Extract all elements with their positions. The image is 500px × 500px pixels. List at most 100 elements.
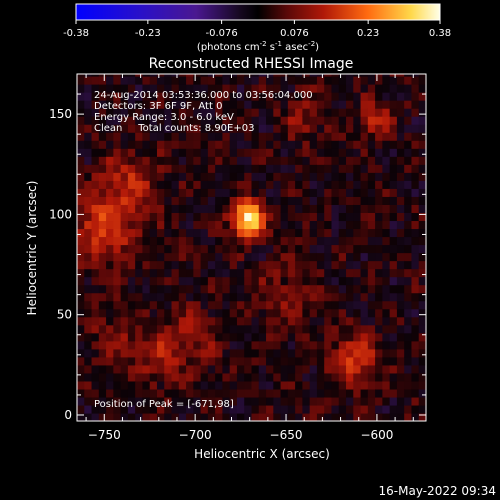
heatmap-cell bbox=[142, 364, 151, 374]
heatmap-cell bbox=[316, 268, 325, 278]
heatmap-cell bbox=[273, 180, 282, 189]
heatmap-cell bbox=[244, 164, 253, 173]
heatmap-cell bbox=[324, 236, 333, 246]
heatmap-cell bbox=[353, 100, 362, 109]
heatmap-cell bbox=[360, 268, 369, 278]
heatmap-cell bbox=[302, 268, 311, 278]
heatmap-cell bbox=[156, 404, 165, 414]
heatmap-cell bbox=[149, 220, 158, 230]
heatmap-cell bbox=[316, 236, 325, 246]
heatmap-cell bbox=[186, 260, 194, 270]
heatmap-cell bbox=[418, 108, 426, 117]
heatmap-cell bbox=[309, 196, 318, 205]
heatmap-cell bbox=[164, 380, 173, 390]
heatmap-cell bbox=[302, 260, 311, 270]
heatmap-cell bbox=[287, 132, 296, 141]
heatmap-cell bbox=[375, 348, 383, 358]
heatmap-cell bbox=[127, 196, 136, 205]
heatmap-cell bbox=[127, 252, 136, 262]
heatmap-cell bbox=[244, 388, 253, 398]
heatmap-cell bbox=[156, 332, 165, 342]
heatmap-cell bbox=[113, 284, 122, 294]
heatmap-cell bbox=[106, 108, 114, 117]
heatmap-cell bbox=[287, 188, 296, 197]
heatmap-cell bbox=[273, 100, 282, 109]
heatmap-cell bbox=[236, 404, 245, 414]
heatmap-cell bbox=[389, 244, 398, 254]
heatmap-cell bbox=[382, 212, 391, 222]
heatmap-cell bbox=[251, 284, 260, 294]
heatmap-cell bbox=[77, 204, 85, 213]
plot-frame bbox=[76, 73, 427, 422]
heatmap-cell bbox=[295, 380, 303, 390]
heatmap-cell bbox=[84, 236, 93, 246]
heatmap-cell bbox=[389, 364, 398, 374]
heatmap-cell bbox=[382, 204, 391, 213]
heatmap-cell bbox=[127, 380, 136, 390]
heatmap-cell bbox=[207, 180, 216, 189]
heatmap-cell bbox=[316, 124, 325, 133]
heatmap-cell bbox=[375, 324, 383, 334]
heatmap-cell bbox=[236, 324, 245, 334]
heatmap-cell bbox=[244, 92, 253, 101]
heatmap-cell bbox=[273, 260, 282, 270]
heatmap-cell bbox=[251, 268, 260, 278]
heatmap-cell bbox=[229, 236, 238, 246]
heatmap-cell bbox=[222, 340, 231, 350]
heatmap-cell bbox=[273, 324, 282, 334]
heatmap-cell bbox=[244, 356, 253, 366]
heatmap-cell bbox=[404, 196, 413, 205]
heatmap-cell bbox=[396, 108, 405, 117]
heatmap-cell bbox=[200, 260, 209, 270]
heatmap-cell bbox=[258, 380, 267, 390]
heatmap-cell bbox=[106, 156, 114, 165]
heatmap-cell bbox=[375, 268, 383, 278]
heatmap-cell bbox=[207, 372, 216, 382]
heatmap-cell bbox=[200, 396, 209, 406]
heatmap-cell bbox=[316, 116, 325, 125]
heatmap-cell bbox=[135, 74, 144, 77]
heatmap-cell bbox=[156, 364, 165, 374]
heatmap-cell bbox=[251, 220, 260, 230]
heatmap-cell bbox=[127, 204, 136, 213]
heatmap-cell bbox=[280, 364, 289, 374]
heatmap-cell bbox=[106, 324, 114, 334]
heatmap-cell bbox=[316, 74, 325, 77]
heatmap-cell bbox=[280, 212, 289, 222]
heatmap-cell bbox=[127, 164, 136, 173]
heatmap-cell bbox=[367, 212, 376, 222]
heatmap-cell bbox=[149, 124, 158, 133]
heatmap-cell bbox=[287, 412, 296, 421]
heatmap-cell bbox=[324, 244, 333, 254]
heatmap-cell bbox=[295, 292, 303, 302]
heatmap-cell bbox=[346, 308, 354, 318]
heatmap-cell bbox=[142, 404, 151, 414]
heatmap-cell bbox=[222, 132, 231, 141]
heatmap-cell bbox=[200, 196, 209, 205]
heatmap-cell bbox=[207, 124, 216, 133]
heatmap-cell bbox=[273, 220, 282, 230]
heatmap-cell bbox=[207, 388, 216, 398]
heatmap-cell bbox=[309, 140, 318, 149]
heatmap-cell bbox=[77, 284, 85, 294]
heatmap-cell bbox=[251, 156, 260, 165]
heatmap-cell bbox=[77, 164, 85, 173]
heatmap-cell bbox=[287, 252, 296, 262]
heatmap-cell bbox=[171, 172, 180, 181]
heatmap-cell bbox=[302, 388, 311, 398]
heatmap-cell bbox=[251, 132, 260, 141]
heatmap-cell bbox=[164, 172, 173, 181]
heatmap-cell bbox=[295, 324, 303, 334]
heatmap-cell bbox=[98, 404, 107, 414]
heatmap-cell bbox=[84, 108, 93, 117]
heatmap-cell bbox=[411, 372, 420, 382]
heatmap-cell bbox=[120, 124, 129, 133]
heatmap-cell bbox=[149, 348, 158, 358]
heatmap-cell bbox=[120, 116, 129, 125]
heatmap-cell bbox=[411, 220, 420, 230]
heatmap-cell bbox=[171, 116, 180, 125]
heatmap-cell bbox=[309, 268, 318, 278]
heatmap-cell bbox=[258, 340, 267, 350]
heatmap-cell bbox=[200, 180, 209, 189]
heatmap-cell bbox=[200, 348, 209, 358]
